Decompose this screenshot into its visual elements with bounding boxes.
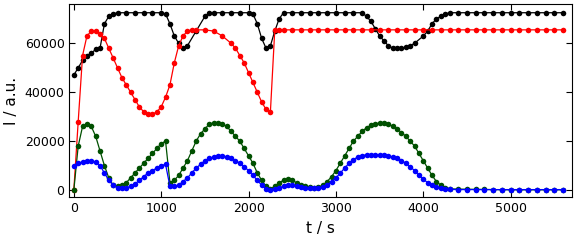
Y-axis label: I / a.u.: I / a.u. bbox=[4, 77, 19, 125]
X-axis label: t / s: t / s bbox=[306, 221, 335, 236]
